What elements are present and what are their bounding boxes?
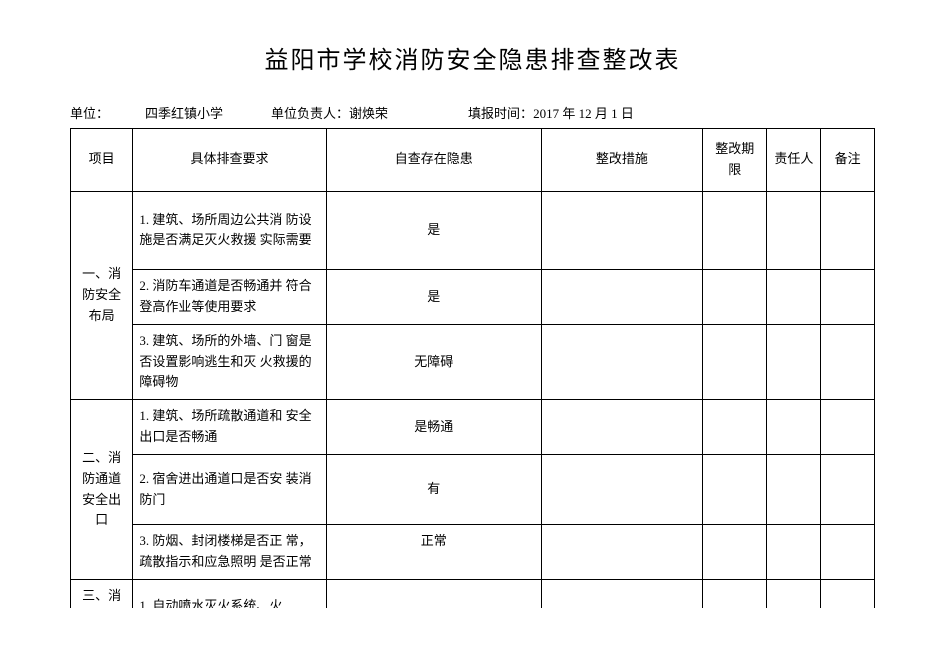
th-period: 整改期限 xyxy=(702,129,766,192)
hazard-cell: 正常 xyxy=(326,525,541,580)
meta-unit-value: 四季红镇小学 xyxy=(109,103,259,122)
responsible-cell xyxy=(767,454,821,525)
hazard-cell: 无障碍 xyxy=(326,324,541,399)
hazard-cell: 是 xyxy=(326,191,541,270)
req-cell: 2. 消防车通道是否畅通并 符合登高作业等使用要求 xyxy=(133,270,326,325)
meta-unit-label: 单位： xyxy=(70,103,109,122)
period-cell xyxy=(702,270,766,325)
th-responsible: 责任人 xyxy=(767,129,821,192)
remark-cell xyxy=(821,525,875,580)
measure-cell xyxy=(541,400,702,455)
period-cell xyxy=(702,191,766,270)
measure-cell xyxy=(541,191,702,270)
remark-cell xyxy=(821,324,875,399)
remark-cell xyxy=(821,191,875,270)
th-project: 项目 xyxy=(71,129,133,192)
category-cell: 一、消防安全 布局 xyxy=(71,191,133,400)
table-row: 3. 建筑、场所的外墙、门 窗是否设置影响逃生和灭 火救援的障碍物 无障碍 xyxy=(71,324,875,399)
page-title: 益阳市学校消防安全隐患排查整改表 xyxy=(70,40,875,75)
measure-cell xyxy=(541,454,702,525)
table-row: 2. 宿舍进出通道口是否安 装消防门 有 xyxy=(71,454,875,525)
period-cell xyxy=(702,400,766,455)
th-measure: 整改措施 xyxy=(541,129,702,192)
inspection-table: 项目 具体排查要求 自查存在隐患 整改措施 整改期限 责任人 备注 一、消防安全… xyxy=(70,128,875,608)
responsible-cell xyxy=(767,270,821,325)
th-requirement: 具体排查要求 xyxy=(133,129,326,192)
measure-cell xyxy=(541,324,702,399)
req-cell: 1. 建筑、场所疏散通道和 安全出口是否畅通 xyxy=(133,400,326,455)
req-cell: 1. 建筑、场所周边公共消 防设施是否满足灭火救援 实际需要 xyxy=(133,191,326,270)
hazard-cell: 有 xyxy=(326,454,541,525)
responsible-cell xyxy=(767,191,821,270)
th-remark: 备注 xyxy=(821,129,875,192)
table-header-row: 项目 具体排查要求 自查存在隐患 整改措施 整改期限 责任人 备注 xyxy=(71,129,875,192)
table-row: 三、消防 1. 自动喷水灭火系统、火 xyxy=(71,579,875,608)
responsible-cell xyxy=(767,579,821,608)
remark-cell xyxy=(821,454,875,525)
measure-cell xyxy=(541,270,702,325)
measure-cell xyxy=(541,525,702,580)
responsible-cell xyxy=(767,324,821,399)
remark-cell xyxy=(821,270,875,325)
remark-cell xyxy=(821,400,875,455)
table-row: 3. 防烟、封闭楼梯是否正 常，疏散指示和应急照明 是否正常 正常 xyxy=(71,525,875,580)
hazard-cell xyxy=(326,579,541,608)
measure-cell xyxy=(541,579,702,608)
table-row: 2. 消防车通道是否畅通并 符合登高作业等使用要求 是 xyxy=(71,270,875,325)
remark-cell xyxy=(821,579,875,608)
category-cell: 二、消防通道安全出口 xyxy=(71,400,133,580)
table-row: 一、消防安全 布局 1. 建筑、场所周边公共消 防设施是否满足灭火救援 实际需要… xyxy=(71,191,875,270)
hazard-cell: 是 xyxy=(326,270,541,325)
period-cell xyxy=(702,525,766,580)
period-cell xyxy=(702,324,766,399)
table-row: 二、消防通道安全出口 1. 建筑、场所疏散通道和 安全出口是否畅通 是畅通 xyxy=(71,400,875,455)
responsible-cell xyxy=(767,525,821,580)
category-cell: 三、消防 xyxy=(71,579,133,608)
meta-filltime-value: 2017 年 12 月 1 日 xyxy=(533,103,634,122)
responsible-cell xyxy=(767,400,821,455)
req-cell: 3. 建筑、场所的外墙、门 窗是否设置影响逃生和灭 火救援的障碍物 xyxy=(133,324,326,399)
meta-row: 单位： 四季红镇小学 单位负责人： 谢焕荣 填报时间： 2017 年 12 月 … xyxy=(70,103,875,122)
hazard-cell: 是畅通 xyxy=(326,400,541,455)
meta-leader-label: 单位负责人： xyxy=(271,103,349,122)
req-cell: 1. 自动喷水灭火系统、火 xyxy=(133,579,326,608)
meta-filltime-label: 填报时间： xyxy=(468,103,533,122)
meta-leader-value: 谢焕荣 xyxy=(349,103,388,122)
req-cell: 3. 防烟、封闭楼梯是否正 常，疏散指示和应急照明 是否正常 xyxy=(133,525,326,580)
th-hazard: 自查存在隐患 xyxy=(326,129,541,192)
period-cell xyxy=(702,454,766,525)
req-cell: 2. 宿舍进出通道口是否安 装消防门 xyxy=(133,454,326,525)
period-cell xyxy=(702,579,766,608)
